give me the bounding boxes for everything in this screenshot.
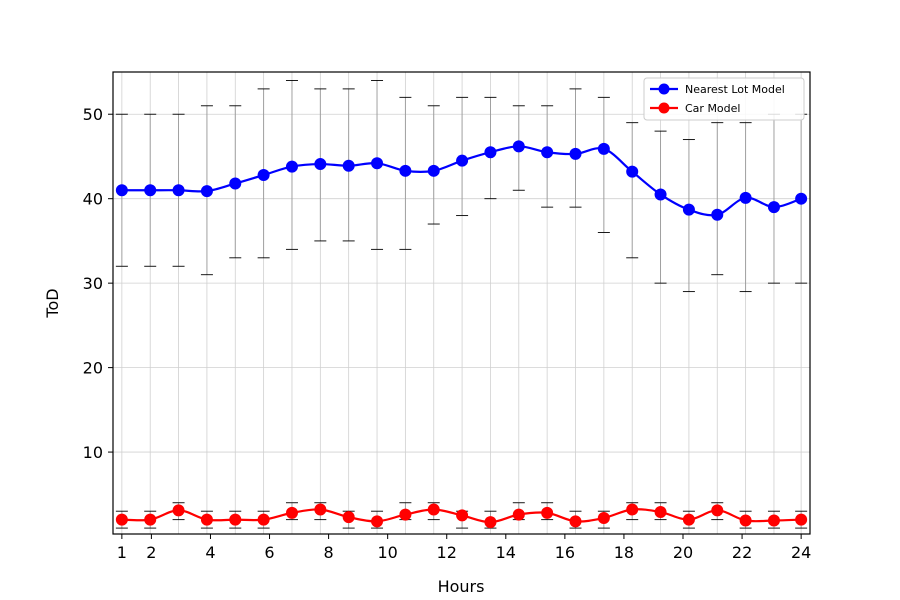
x-axis-title: Hours — [438, 577, 485, 596]
data-point — [682, 513, 695, 526]
data-point — [512, 140, 525, 153]
data-point — [399, 164, 412, 177]
y-axis-ticks: 10 20 30 40 50 — [83, 105, 113, 462]
data-point — [484, 516, 497, 529]
data-point — [115, 513, 128, 526]
data-point — [115, 184, 128, 197]
data-point — [144, 513, 157, 526]
data-point — [456, 154, 469, 167]
data-point — [172, 184, 185, 197]
legend-box — [643, 77, 805, 121]
x-tick-label: 4 — [205, 543, 215, 562]
data-point — [795, 513, 808, 526]
y-tick-label: 10 — [83, 443, 103, 462]
x-tick-label: 14 — [496, 543, 516, 562]
y-tick-label: 20 — [83, 359, 103, 378]
x-tick-label: 24 — [791, 543, 811, 562]
data-point — [200, 185, 213, 198]
data-point — [711, 504, 724, 517]
data-point — [626, 165, 639, 178]
data-point — [285, 160, 298, 173]
data-point — [172, 504, 185, 517]
x-tick-label: 1 — [117, 543, 127, 562]
x-tick-label: 8 — [324, 543, 334, 562]
data-point — [229, 513, 242, 526]
data-point — [626, 503, 639, 516]
data-point — [200, 513, 213, 526]
legend-label: Nearest Lot Model — [685, 83, 785, 96]
x-tick-label: 12 — [437, 543, 457, 562]
data-point — [569, 147, 582, 160]
data-point — [767, 201, 780, 214]
data-point — [342, 159, 355, 172]
x-tick-label: 22 — [732, 543, 752, 562]
legend-label: Car Model — [685, 102, 740, 115]
y-tick-label: 40 — [83, 190, 103, 209]
data-point — [314, 158, 327, 171]
data-point — [739, 514, 752, 527]
data-point — [229, 177, 242, 190]
data-point — [597, 511, 610, 524]
data-point — [427, 503, 440, 516]
data-point — [569, 515, 582, 528]
data-point — [541, 146, 554, 159]
legend: Nearest Lot Model Car Model — [643, 77, 805, 121]
data-point — [739, 191, 752, 204]
data-point — [257, 169, 270, 182]
x-tick-label: 18 — [614, 543, 634, 562]
legend-marker — [658, 83, 670, 95]
data-point — [144, 184, 157, 197]
x-axis-ticks: 1 2 4 6 8 10 12 14 16 18 20 22 24 — [117, 534, 811, 562]
data-point — [541, 506, 554, 519]
legend-marker — [658, 102, 670, 114]
x-tick-label: 6 — [264, 543, 274, 562]
data-point — [285, 506, 298, 519]
y-tick-label: 30 — [83, 274, 103, 293]
data-point — [654, 188, 667, 201]
series-points — [115, 140, 808, 529]
x-tick-label: 10 — [377, 543, 397, 562]
data-point — [795, 192, 808, 205]
data-point — [484, 146, 497, 159]
data-point — [399, 508, 412, 521]
plot-frame — [112, 71, 811, 535]
data-point — [654, 506, 667, 519]
data-point — [597, 142, 610, 155]
data-point — [257, 513, 270, 526]
data-point — [682, 203, 695, 216]
data-point — [342, 511, 355, 524]
y-tick-label: 50 — [83, 105, 103, 124]
x-tick-label: 2 — [146, 543, 156, 562]
x-tick-label: 20 — [673, 543, 693, 562]
data-point — [767, 514, 780, 527]
data-point — [371, 157, 384, 170]
data-point — [512, 508, 525, 521]
data-point — [314, 503, 327, 516]
y-axis-title: ToD — [43, 288, 62, 318]
data-point — [456, 509, 469, 522]
data-point — [427, 164, 440, 177]
data-point — [711, 208, 724, 221]
x-tick-label: 16 — [555, 543, 575, 562]
data-point — [371, 515, 384, 528]
